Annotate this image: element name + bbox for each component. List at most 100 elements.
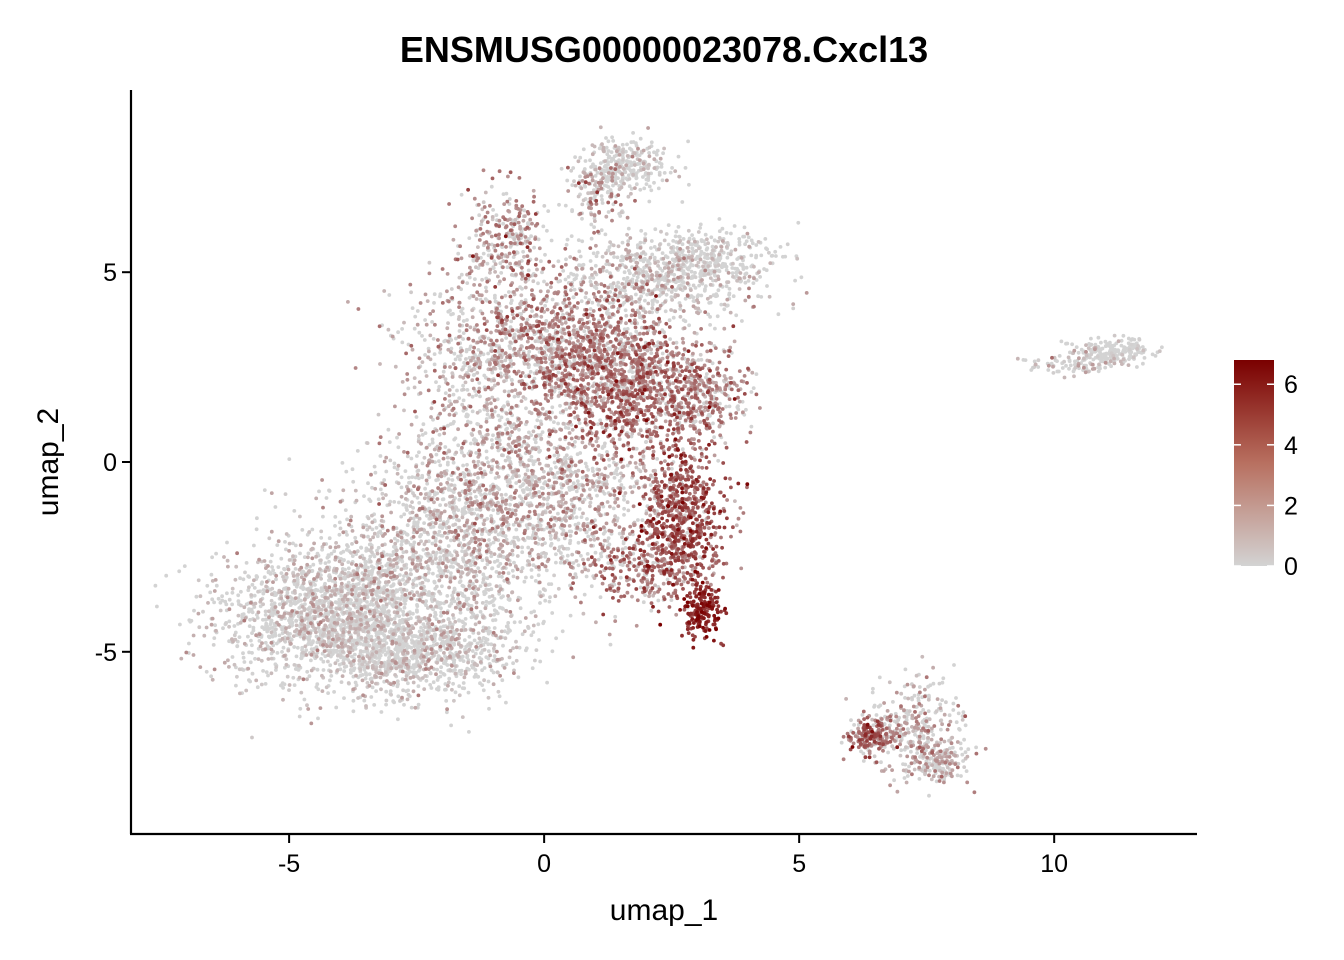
scatter-point — [725, 255, 730, 260]
scatter-point — [639, 228, 644, 233]
scatter-point — [431, 680, 436, 685]
scatter-point — [497, 694, 502, 699]
scatter-point — [575, 452, 580, 457]
scatter-point — [759, 295, 764, 299]
scatter-point — [589, 222, 594, 227]
scatter-point — [578, 155, 583, 160]
scatter-point — [756, 294, 760, 299]
scatter-point — [349, 670, 353, 675]
scatter-point — [504, 336, 508, 340]
scatter-point — [474, 233, 478, 238]
scatter-point — [431, 571, 435, 576]
scatter-point — [403, 469, 408, 473]
scatter-point — [386, 623, 390, 628]
scatter-point — [563, 425, 568, 430]
scatter-point — [250, 610, 255, 615]
scatter-point — [439, 665, 443, 670]
scatter-point — [556, 421, 560, 426]
scatter-point — [452, 642, 456, 647]
scatter-point — [244, 561, 249, 565]
scatter-point — [735, 257, 740, 261]
scatter-point — [372, 643, 376, 647]
scatter-point — [549, 238, 554, 243]
scatter-point — [541, 224, 546, 229]
scatter-point — [460, 450, 464, 455]
scatter-point — [327, 489, 332, 493]
scatter-point — [1104, 351, 1109, 356]
scatter-point — [666, 223, 671, 228]
scatter-point — [473, 277, 477, 281]
scatter-point — [490, 566, 495, 570]
scatter-point — [210, 555, 215, 560]
scatter-point — [350, 654, 354, 659]
scatter-point — [1135, 365, 1139, 369]
scatter-point — [302, 697, 307, 702]
scatter-point — [565, 446, 570, 450]
scatter-point — [411, 585, 416, 590]
scatter-point — [604, 269, 609, 273]
scatter-point — [496, 564, 501, 568]
scatter-point — [469, 615, 474, 620]
scatter-point — [593, 488, 598, 492]
scatter-point — [718, 256, 723, 261]
scatter-point — [417, 501, 422, 505]
scatter-point — [749, 390, 754, 394]
scatter-point — [497, 418, 502, 423]
scatter-point — [1109, 364, 1113, 369]
scatter-point — [465, 318, 469, 322]
scatter-point — [1103, 365, 1108, 370]
scatter-point — [724, 264, 729, 269]
scatter-point — [660, 251, 665, 256]
scatter-point — [566, 275, 571, 279]
scatter-point — [363, 559, 368, 564]
scatter-point — [636, 518, 640, 522]
scatter-point — [275, 651, 280, 655]
scatter-point — [270, 625, 275, 630]
scatter-point — [270, 633, 274, 638]
scatter-point — [376, 545, 381, 550]
scatter-point — [489, 642, 494, 647]
scatter-point — [685, 530, 690, 535]
scatter-point — [344, 548, 349, 552]
scatter-point — [570, 183, 575, 188]
scatter-point — [466, 607, 470, 612]
scatter-point — [676, 154, 681, 159]
scatter-point — [340, 461, 345, 465]
scatter-point — [1140, 345, 1145, 349]
scatter-point — [433, 539, 438, 543]
scatter-point — [592, 225, 596, 230]
scatter-point — [417, 450, 421, 455]
scatter-point — [283, 665, 287, 670]
scatter-point — [415, 309, 420, 313]
scatter-point — [1067, 359, 1072, 364]
scatter-point — [437, 459, 441, 464]
scatter-point — [248, 679, 253, 684]
scatter-point — [415, 603, 419, 607]
scatter-point — [453, 690, 458, 695]
scatter-point — [643, 298, 647, 303]
scatter-point — [548, 595, 552, 600]
scatter-point — [246, 634, 250, 639]
scatter-point — [758, 275, 762, 279]
scatter-point — [504, 700, 508, 705]
scatter-point — [396, 445, 401, 450]
scatter-point — [420, 461, 425, 466]
scatter-point — [647, 151, 651, 155]
scatter-point — [584, 464, 589, 469]
scatter-point — [406, 645, 411, 649]
scatter-point — [446, 477, 451, 481]
scatter-point — [346, 560, 351, 564]
scatter-point — [362, 698, 367, 703]
scatter-point — [390, 553, 394, 558]
scatter-point — [438, 292, 443, 296]
scatter-point — [536, 281, 540, 286]
scatter-point — [294, 654, 299, 659]
scatter-point — [443, 687, 447, 692]
scatter-point — [931, 681, 936, 686]
scatter-point — [236, 599, 241, 604]
scatter-point — [328, 663, 333, 668]
scatter-point — [470, 394, 475, 399]
scatter-point — [461, 383, 465, 388]
scatter-point — [451, 490, 456, 494]
scatter-point — [500, 606, 504, 611]
